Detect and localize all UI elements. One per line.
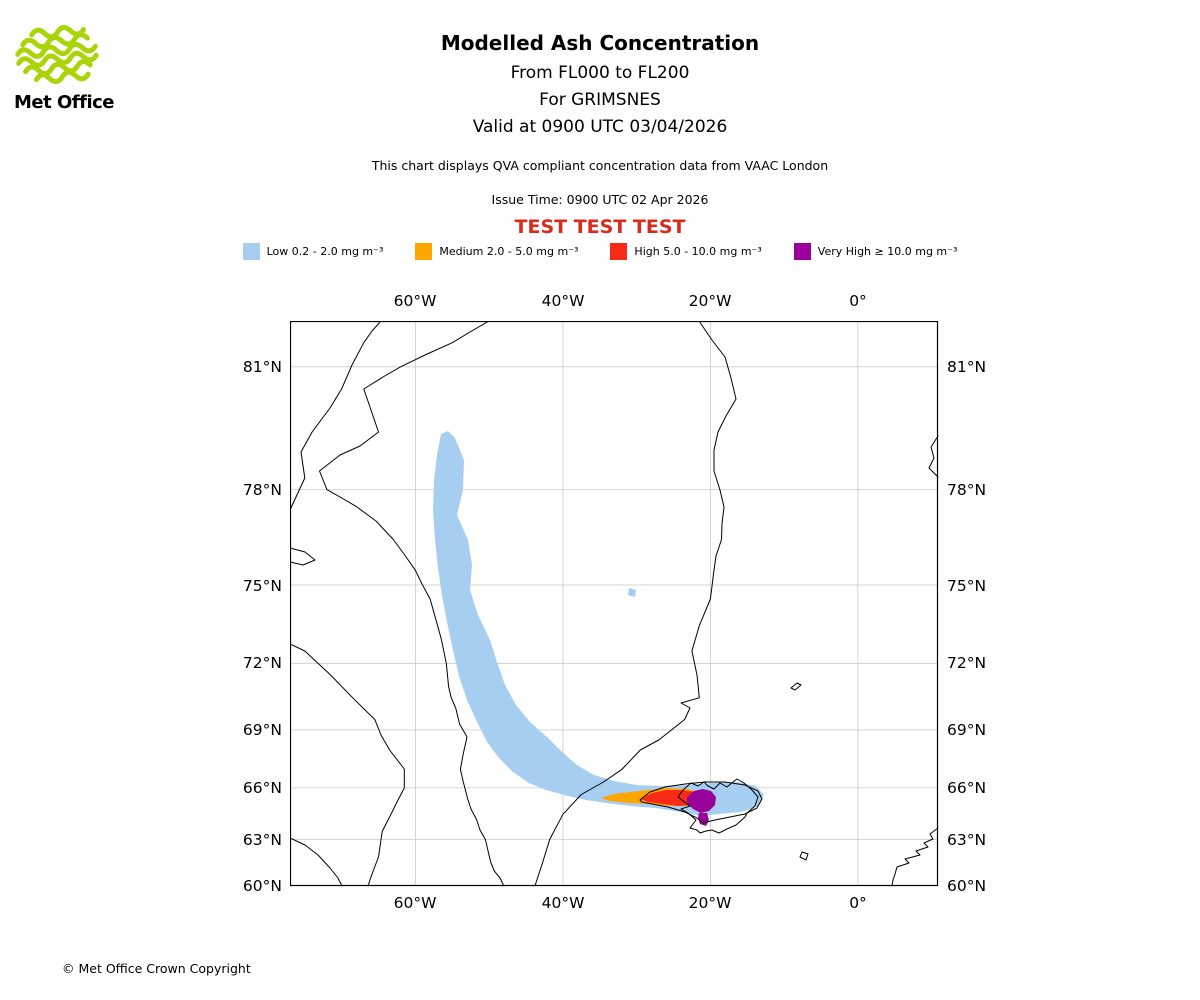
ash-area-low-main	[433, 431, 764, 816]
ash-contour-outline	[639, 781, 763, 824]
lon-tick-bottom-60w: 60°W	[393, 894, 437, 912]
lon-tick-top-40w: 40°W	[541, 292, 585, 310]
legend-swatch-very-high	[793, 243, 811, 260]
coast-devon	[290, 547, 316, 566]
met-office-waves-icon	[15, 24, 99, 85]
lat-tick-left-60n: 60°N	[242, 877, 282, 895]
legend-item-medium: Medium 2.0 - 5.0 mg m⁻³	[415, 243, 578, 260]
lat-tick-right-78n: 78°N	[947, 481, 987, 499]
lat-tick-left-75n: 75°N	[242, 577, 282, 595]
legend-swatch-medium	[415, 243, 433, 260]
lat-tick-right-69n: 69°N	[947, 721, 987, 739]
coast-faroe	[799, 851, 809, 861]
lat-tick-right-66n: 66°N	[947, 779, 987, 797]
subtitle-valid-time: Valid at 0900 UTC 03/04/2026	[472, 117, 728, 137]
map-frame	[290, 321, 939, 887]
met-office-logo: Met Office	[14, 24, 124, 113]
coast-greenland-west	[319, 321, 505, 887]
legend-swatch-low	[242, 243, 260, 260]
subtitle-flight-levels: From FL000 to FL200	[510, 63, 690, 83]
coast-greenland-east	[534, 321, 737, 887]
met-office-logo-text: Met Office	[14, 92, 115, 113]
legend-label-medium: Medium 2.0 - 5.0 mg m⁻³	[439, 245, 579, 258]
legend-swatch-high	[610, 243, 628, 260]
legend: Low 0.2 - 2.0 mg m⁻³ Medium 2.0 - 5.0 mg…	[0, 243, 1200, 260]
lon-tick-bottom-20w: 20°W	[688, 894, 732, 912]
lat-tick-right-63n: 63°N	[947, 831, 987, 849]
lat-tick-left-63n: 63°N	[242, 831, 282, 849]
issue-time: Issue Time: 0900 UTC 02 Apr 2026	[491, 192, 709, 207]
coast-iceland	[677, 778, 759, 834]
legend-item-very-high: Very High ≥ 10.0 mg m⁻³	[793, 243, 958, 260]
lat-tick-right-72n: 72°N	[947, 654, 987, 672]
legend-label-very-high: Very High ≥ 10.0 mg m⁻³	[817, 245, 958, 258]
lon-tick-top-60w: 60°W	[393, 292, 437, 310]
chart-description: This chart displays QVA compliant concen…	[371, 158, 829, 173]
lon-tick-top-20w: 20°W	[688, 292, 732, 310]
ash-area-low-blob-b	[628, 588, 636, 597]
lat-tick-right-60n: 60°N	[947, 877, 987, 895]
legend-item-high: High 5.0 - 10.0 mg m⁻³	[610, 243, 762, 260]
lat-tick-right-81n: 81°N	[947, 358, 987, 376]
page-title: Modelled Ash Concentration	[440, 31, 760, 55]
legend-item-low: Low 0.2 - 2.0 mg m⁻³	[242, 243, 384, 260]
footer-copyright: © Met Office Crown Copyright	[62, 961, 251, 976]
coast-jan-mayen	[790, 682, 802, 691]
graticule-gridlines	[290, 321, 938, 886]
lat-tick-right-75n: 75°N	[947, 577, 987, 595]
test-banner: TEST TEST TEST	[514, 216, 686, 238]
ash-area-very-high	[687, 789, 716, 813]
legend-label-high: High 5.0 - 10.0 mg m⁻³	[634, 245, 762, 258]
ash-concentration-map	[290, 321, 939, 887]
ash-area-very-high-tail	[698, 813, 709, 826]
lat-tick-left-78n: 78°N	[242, 481, 282, 499]
legend-label-low: Low 0.2 - 2.0 mg m⁻³	[266, 245, 384, 258]
coast-ellesmere	[290, 321, 382, 511]
lon-tick-bottom-40w: 40°W	[541, 894, 585, 912]
coast-norway	[891, 827, 939, 887]
lat-tick-left-66n: 66°N	[242, 779, 282, 797]
lat-tick-left-81n: 81°N	[242, 358, 282, 376]
coast-svalbard	[928, 435, 939, 478]
coast-baffin-island	[290, 643, 405, 887]
lat-tick-left-69n: 69°N	[242, 721, 282, 739]
lon-tick-bottom-0: 0°	[849, 894, 867, 912]
lon-tick-top-0: 0°	[849, 292, 867, 310]
subtitle-volcano: For GRIMSNES	[539, 90, 661, 110]
coast-ungava	[290, 837, 343, 887]
lat-tick-left-72n: 72°N	[242, 654, 282, 672]
coastlines	[290, 321, 939, 887]
ash-area-low-blob-a	[453, 588, 464, 620]
